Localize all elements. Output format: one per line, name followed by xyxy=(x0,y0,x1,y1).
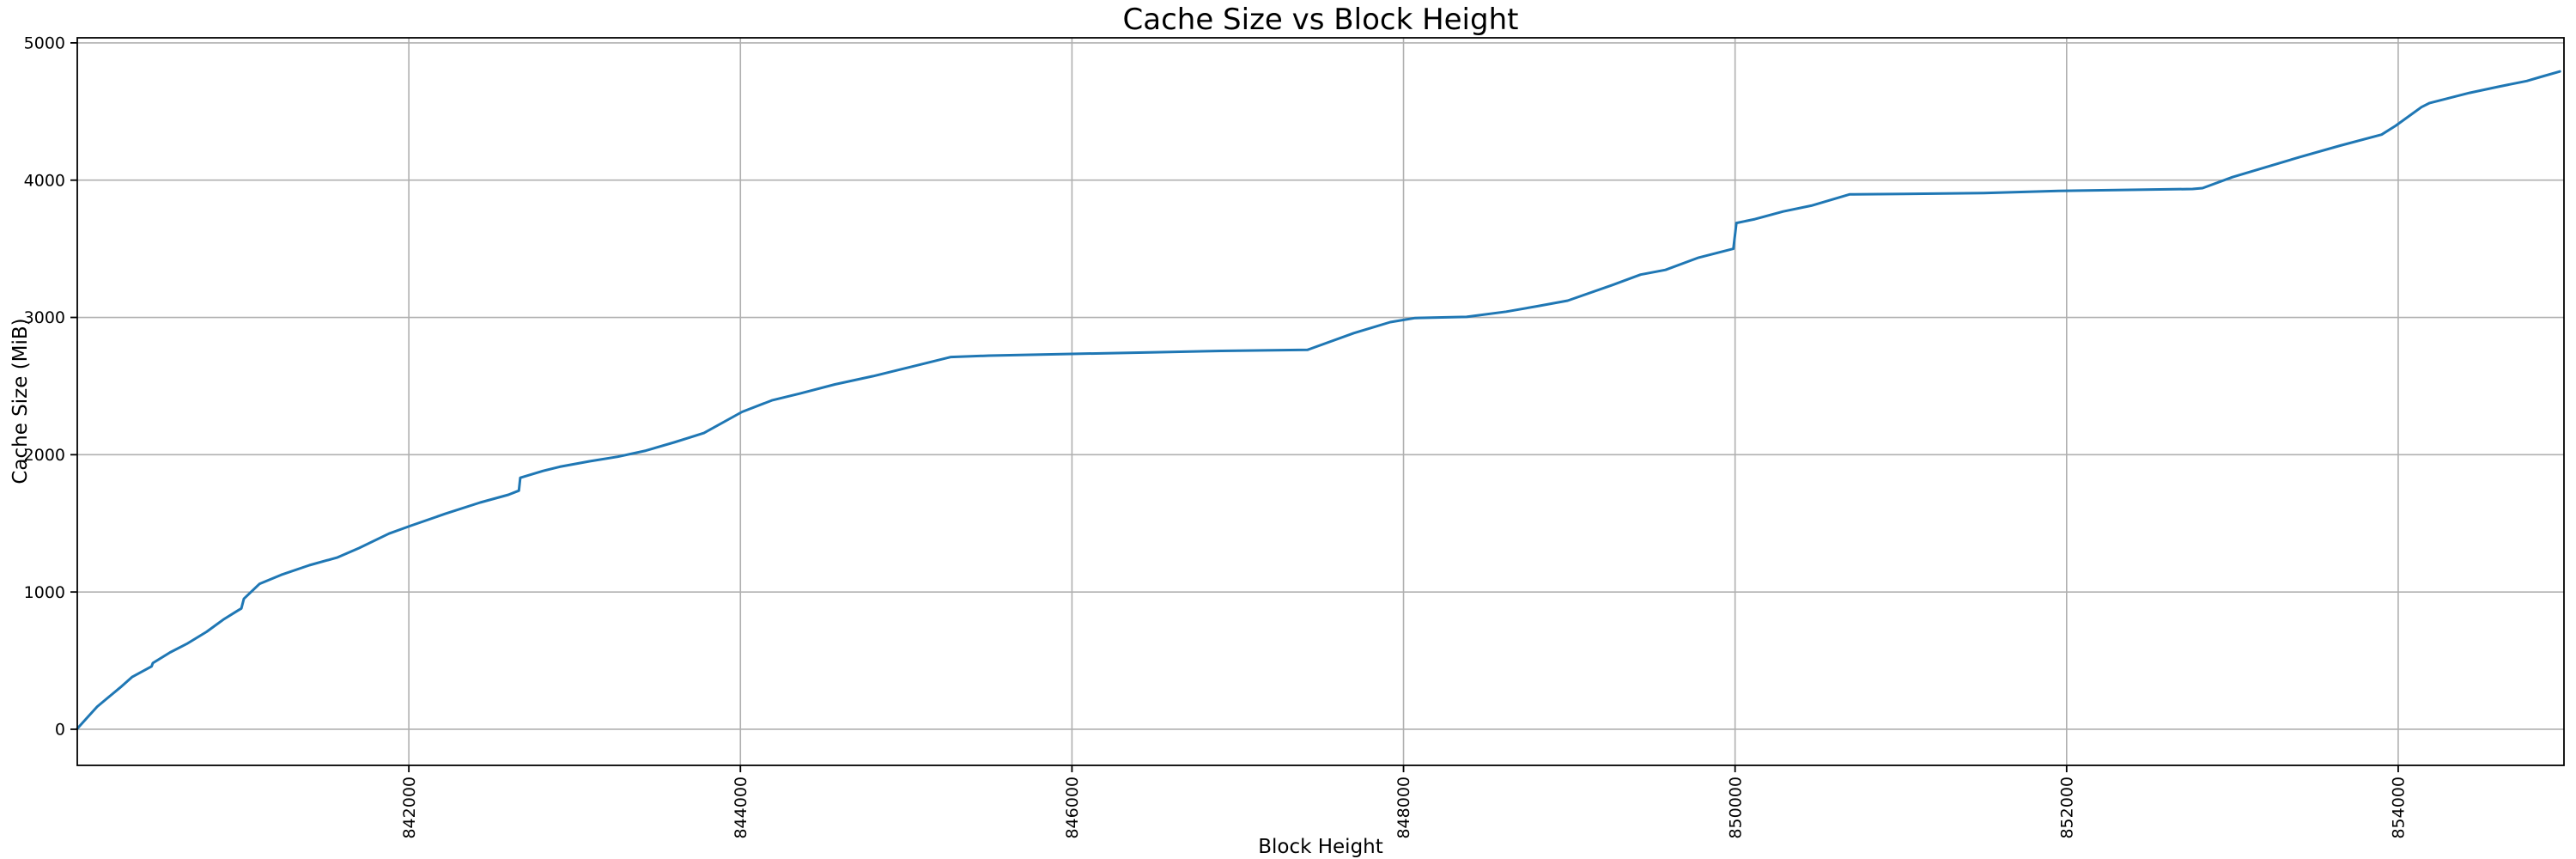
x-tick-label: 844000 xyxy=(732,777,750,839)
y-tick-label: 0 xyxy=(55,721,65,740)
x-tick-label: 846000 xyxy=(1063,777,1082,839)
x-axis-label: Block Height xyxy=(1258,836,1383,858)
x-tick-label: 854000 xyxy=(2390,777,2409,839)
x-tick-label: 842000 xyxy=(400,777,419,839)
x-tick-label: 852000 xyxy=(2057,777,2076,839)
x-tick-label: 848000 xyxy=(1394,777,1413,839)
series-line-cache-size xyxy=(76,70,2561,730)
plot-border xyxy=(76,37,2565,766)
y-tick-label: 4000 xyxy=(24,171,65,190)
y-tick-label: 1000 xyxy=(24,583,65,602)
x-tick-label: 850000 xyxy=(1726,777,1745,839)
y-axis-label-text: Cache Size (MiB) xyxy=(9,318,32,484)
y-tick-label: 5000 xyxy=(24,34,65,53)
chart-title: Cache Size vs Block Height xyxy=(1122,3,1519,37)
y-tick-label: 3000 xyxy=(24,308,65,327)
y-tick-label: 2000 xyxy=(24,446,65,465)
